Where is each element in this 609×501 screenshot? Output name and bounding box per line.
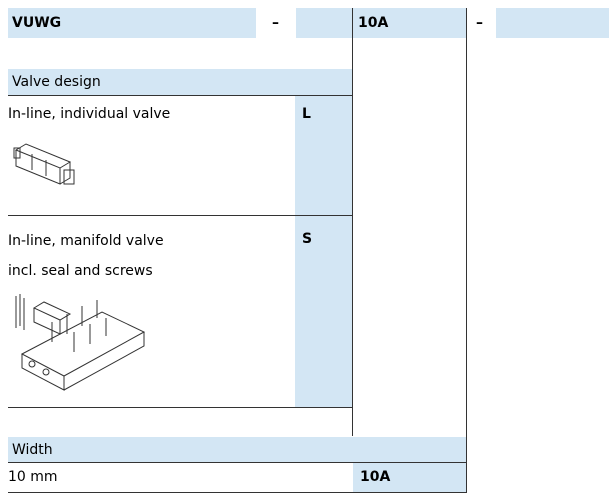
rule bbox=[8, 492, 466, 493]
header-cell bbox=[353, 8, 466, 38]
rule bbox=[8, 215, 352, 216]
option-label: 10 mm bbox=[8, 469, 58, 485]
valve-icon bbox=[13, 143, 75, 185]
option-code: S bbox=[302, 231, 313, 247]
section-title: Valve design bbox=[12, 74, 101, 90]
header-cell bbox=[296, 8, 352, 38]
section-header bbox=[8, 437, 466, 462]
header-code: VUWG bbox=[12, 15, 62, 31]
code-column bbox=[295, 96, 352, 407]
rule bbox=[8, 407, 352, 408]
header-cell bbox=[496, 8, 609, 38]
header-cell bbox=[8, 8, 256, 38]
section-title: Width bbox=[12, 442, 53, 458]
option-code: L bbox=[302, 106, 311, 122]
header-separator: – bbox=[272, 15, 279, 31]
section-header bbox=[8, 69, 352, 95]
option-label: In-line, manifold valve bbox=[8, 233, 164, 249]
rule bbox=[8, 462, 466, 463]
code-cell bbox=[353, 463, 466, 492]
option-label: In-line, individual valve bbox=[8, 106, 171, 122]
rule bbox=[8, 95, 352, 96]
column-line bbox=[466, 8, 467, 493]
header-size: 10A bbox=[358, 15, 389, 31]
manifold-icon bbox=[15, 294, 146, 391]
option-code: 10A bbox=[360, 469, 391, 485]
column-line bbox=[352, 8, 353, 436]
header-separator: – bbox=[476, 15, 483, 31]
option-label: incl. seal and screws bbox=[8, 263, 153, 279]
